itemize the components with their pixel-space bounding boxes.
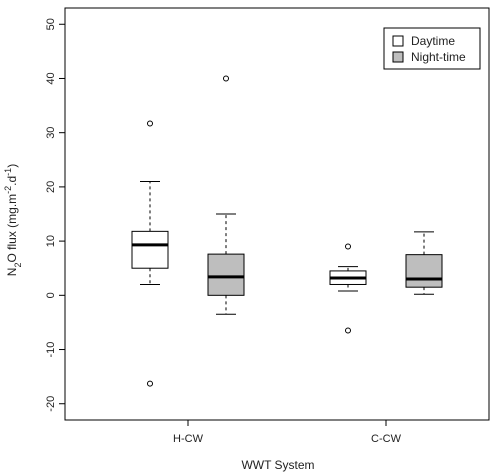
box-iqr	[131, 230, 169, 269]
outlier-point	[147, 380, 153, 387]
x-tick-label: C-CW	[371, 433, 402, 445]
box-iqr	[405, 254, 443, 288]
y-tick-label: 0	[45, 292, 57, 298]
y-tick-label: 50	[45, 18, 57, 30]
series-daytime	[131, 120, 367, 387]
box-iqr	[207, 253, 245, 296]
y-tick-label: 40	[45, 72, 57, 84]
box-h-cw	[207, 75, 245, 315]
outlier-point	[223, 75, 229, 82]
box-h-cw	[131, 120, 169, 387]
x-axis-label: WWT System	[241, 458, 314, 472]
legend-label: Daytime	[411, 34, 455, 48]
y-tick-label: -10	[45, 342, 57, 358]
outlier-point	[345, 327, 351, 334]
plot-frame	[64, 7, 490, 421]
legend: Daytime Night-time	[383, 27, 481, 70]
x-tick-label: H-CW	[173, 433, 204, 445]
y-tick-label: 10	[45, 235, 57, 247]
y-tick-label: 20	[45, 181, 57, 193]
legend-swatch	[392, 35, 404, 47]
box-c-cw	[405, 231, 443, 295]
series-night-time	[207, 75, 443, 315]
box-series	[131, 75, 443, 387]
legend-label: Night-time	[411, 50, 466, 64]
y-axis-label: N2O flux (mg.m-2.d-1)	[3, 164, 23, 276]
y-tick-label: 30	[45, 127, 57, 139]
x-axis: H-CW C-CW	[173, 420, 402, 445]
y-tick-label: -20	[45, 396, 57, 412]
outlier-point	[147, 120, 153, 127]
legend-swatch	[392, 51, 404, 63]
y-axis: -20 -10 0 10 20 30 40 50	[45, 18, 65, 412]
outlier-point	[345, 243, 351, 250]
box-c-cw	[329, 243, 367, 334]
